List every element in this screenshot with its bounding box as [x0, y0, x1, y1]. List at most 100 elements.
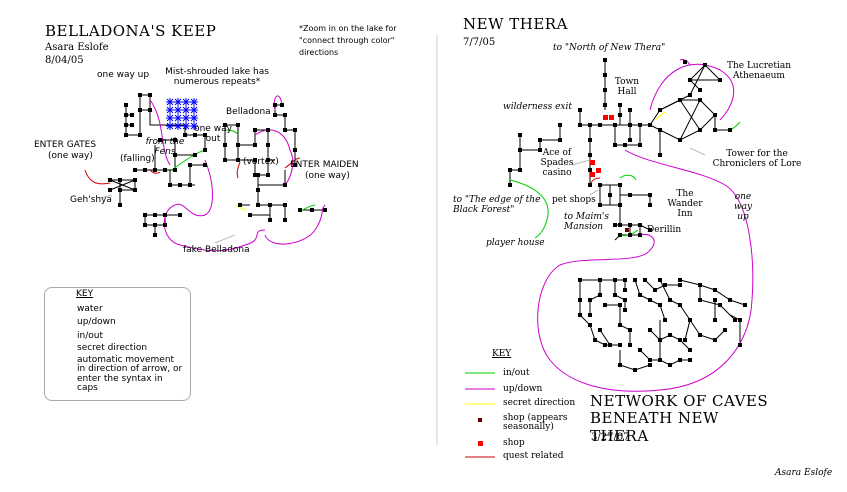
map-room — [518, 168, 522, 172]
map-room — [253, 128, 257, 132]
shop-seasonal-marker — [625, 228, 629, 232]
map-room — [183, 133, 187, 137]
map-room — [143, 168, 147, 172]
lake-tile — [166, 114, 174, 122]
right-key-quest: quest related — [503, 451, 564, 461]
map-room — [628, 223, 632, 227]
map-room — [648, 363, 652, 367]
label-belladona: Belladona — [226, 107, 271, 117]
map-room — [658, 338, 662, 342]
map-room — [603, 58, 607, 62]
map-room — [273, 103, 277, 107]
right-map-date: 7/7/05 — [463, 37, 496, 48]
map-room — [613, 293, 617, 297]
map-room — [648, 298, 652, 302]
label-pet-shops: pet shops — [552, 195, 596, 205]
map-room — [558, 123, 562, 127]
map-room — [643, 278, 647, 282]
map-room — [638, 123, 642, 127]
map-room — [608, 343, 612, 347]
map-room — [578, 108, 582, 112]
map-room — [678, 278, 682, 282]
map-room — [633, 278, 637, 282]
map-room — [628, 233, 632, 237]
map-room — [588, 123, 592, 127]
map-room — [268, 203, 272, 207]
map-room — [623, 288, 627, 292]
map-room — [148, 93, 152, 97]
left-updown-path-3 — [264, 204, 326, 245]
map-room — [588, 138, 592, 142]
map-room — [728, 298, 732, 302]
map-room — [173, 168, 177, 172]
map-room — [293, 163, 297, 167]
map-room — [598, 278, 602, 282]
map-room — [658, 303, 662, 307]
map-room — [648, 193, 652, 197]
map-room — [603, 343, 607, 347]
map-room — [598, 123, 602, 127]
label-player-house: player house — [486, 238, 545, 248]
map-room — [613, 123, 617, 127]
left-inout-path-2 — [224, 129, 239, 136]
shop-key-icon — [478, 441, 483, 446]
shop-marker — [590, 172, 595, 177]
right-key-swatches — [465, 372, 495, 458]
map-room — [723, 328, 727, 332]
map-room — [628, 328, 632, 332]
map-room — [628, 123, 632, 127]
map-room — [648, 203, 652, 207]
map-room — [133, 168, 137, 172]
new-thera-rooms — [508, 58, 732, 237]
map-room — [168, 183, 172, 187]
map-room — [713, 338, 717, 342]
map-room — [648, 228, 652, 232]
map-room — [738, 318, 742, 322]
map-room — [688, 78, 692, 82]
map-room — [618, 113, 622, 117]
map-room — [578, 278, 582, 282]
map-room — [323, 208, 327, 212]
map-room — [638, 143, 642, 147]
lake-tile — [174, 98, 182, 106]
map-room — [698, 128, 702, 132]
map-room — [588, 183, 592, 187]
map-room — [733, 318, 737, 322]
map-room — [138, 93, 142, 97]
map-room — [598, 183, 602, 187]
map-room — [153, 213, 157, 217]
map-room — [266, 158, 270, 162]
map-room — [248, 213, 252, 217]
map-room — [118, 188, 122, 192]
map-room — [508, 183, 512, 187]
map-room — [118, 178, 122, 182]
label-lake: Mist-shrouded lake has numerous repeats* — [165, 67, 269, 87]
map-room — [728, 128, 732, 132]
map-room — [273, 113, 277, 117]
map-room — [623, 278, 627, 282]
map-room — [698, 298, 702, 302]
map-room — [678, 98, 682, 102]
map-room — [236, 158, 240, 162]
map-room — [203, 148, 207, 152]
left-key-title: KEY — [76, 289, 94, 299]
map-room — [124, 103, 128, 107]
map-room — [203, 133, 207, 137]
left-updown-path-2 — [163, 159, 266, 252]
left-quest-path-2 — [149, 169, 161, 174]
label-one-way-out: one way out — [194, 124, 232, 144]
left-map-key — [44, 287, 191, 401]
map-room — [618, 303, 622, 307]
lake-tile — [166, 98, 174, 106]
map-room — [236, 123, 240, 127]
map-room — [648, 358, 652, 362]
left-quest-path-1 — [84, 169, 111, 185]
map-room — [578, 123, 582, 127]
map-room — [538, 138, 542, 142]
map-room — [658, 278, 662, 282]
map-room — [266, 128, 270, 132]
map-room — [253, 173, 257, 177]
map-room — [310, 208, 314, 212]
map-room — [638, 233, 642, 237]
label-enter-gates: ENTER GATES — [34, 140, 97, 150]
